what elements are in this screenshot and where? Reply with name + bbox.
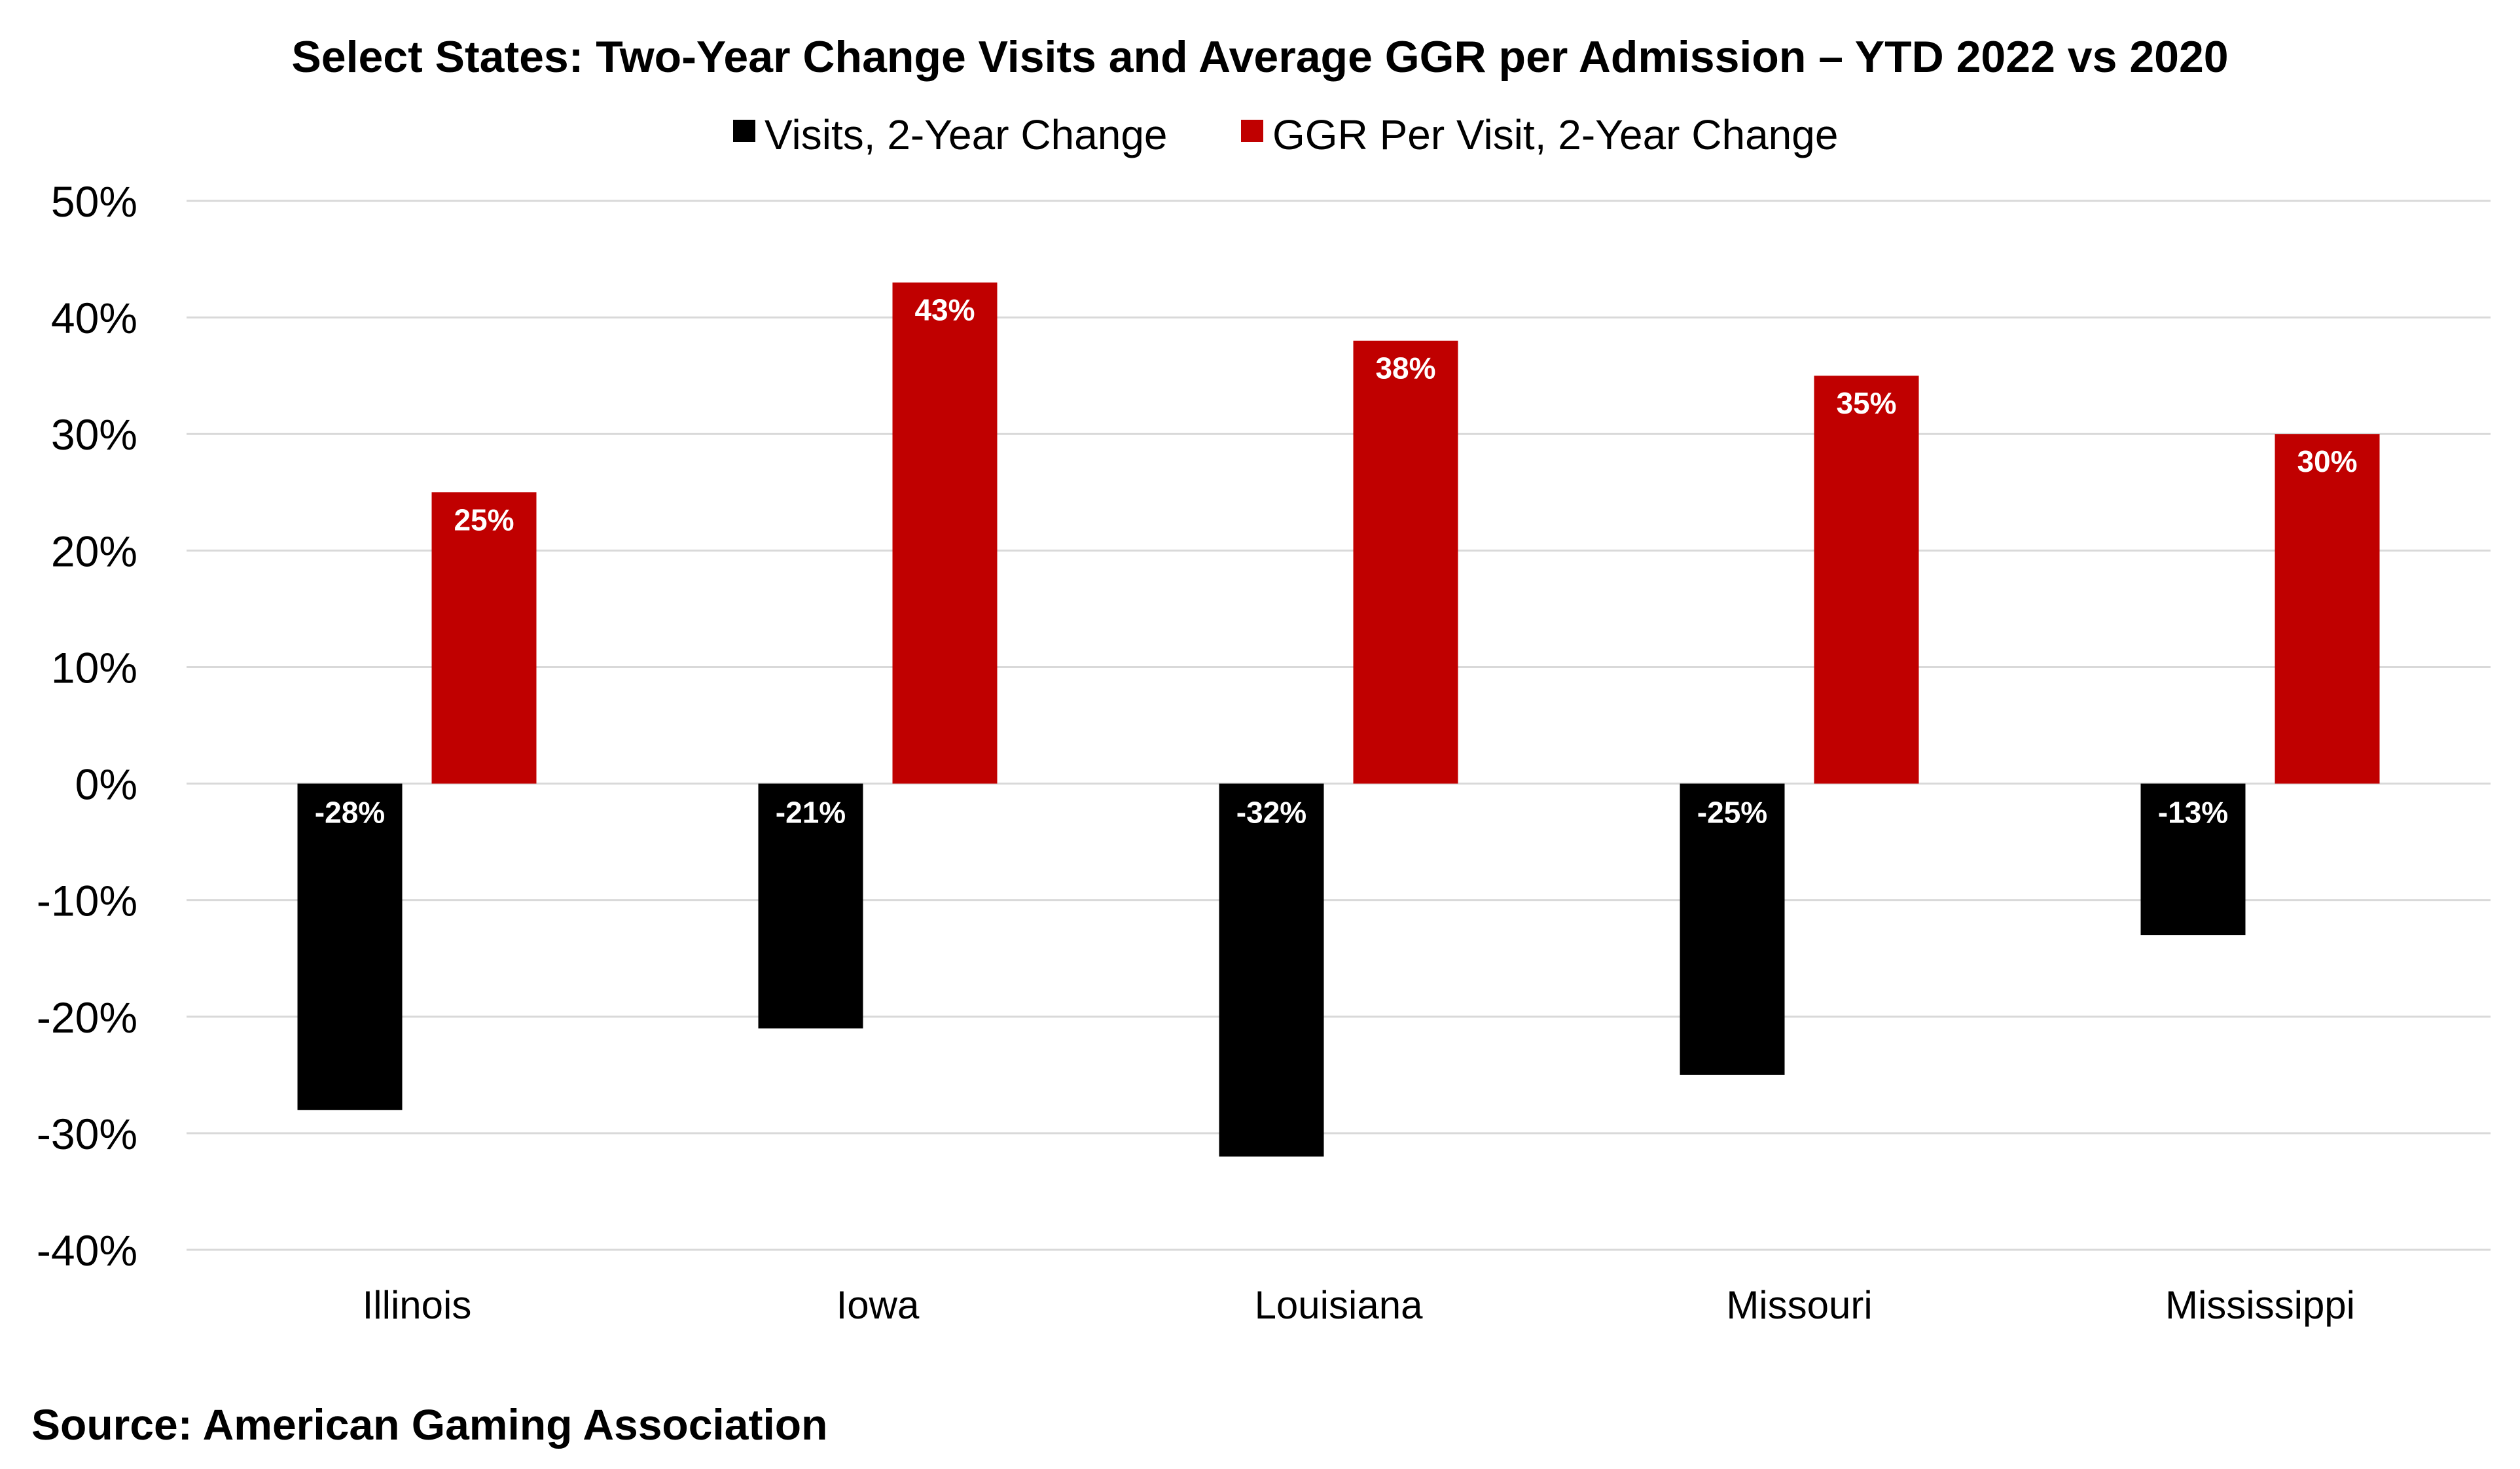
x-category-label: Louisiana — [1255, 1283, 1424, 1327]
gridlines — [187, 200, 2491, 1251]
legend-label-visits: Visits, 2-Year Change — [765, 111, 1168, 158]
y-tick-label: 30% — [51, 410, 137, 459]
bar-visits — [297, 783, 403, 1110]
y-tick-label: 40% — [51, 294, 137, 342]
bars — [297, 282, 2380, 1157]
data-label-visits: -28% — [315, 796, 385, 830]
bar-ggr — [892, 282, 998, 784]
data-label-ggr: 35% — [1836, 386, 1896, 420]
data-labels: -28% 25% -21% 43% -32% 38% -25% 35% -13% 30% — [315, 293, 2358, 830]
legend-label-ggr: GGR Per Visit, 2-Year Change — [1272, 111, 1838, 158]
y-tick-label: -30% — [37, 1110, 137, 1158]
y-axis-ticks: 50% 40% 30% 20% 10% 0% -10% -20% -30% -40% — [37, 177, 137, 1275]
source-note: Source: American Gaming Association — [31, 1400, 827, 1449]
x-axis-categories: Illinois Iowa Louisiana Missouri Mississippi — [363, 1283, 2355, 1327]
bar-ggr — [1814, 376, 1919, 784]
bar-visits — [1680, 783, 1785, 1075]
data-label-visits: -32% — [1236, 796, 1306, 830]
y-tick-label: 20% — [51, 527, 137, 575]
y-tick-label: -20% — [37, 993, 137, 1042]
bar-visits — [2140, 783, 2246, 936]
data-label-visits: -25% — [1697, 796, 1767, 830]
data-label-ggr: 38% — [1375, 351, 1435, 385]
y-tick-label: 0% — [75, 760, 137, 809]
y-tick-label: -40% — [37, 1226, 137, 1275]
legend-swatch-visits — [733, 120, 755, 142]
data-label-visits: -21% — [776, 796, 846, 830]
x-category-label: Mississippi — [2165, 1283, 2355, 1327]
x-category-label: Missouri — [1726, 1283, 1872, 1327]
chart-title: Select States: Two-Year Change Visits an… — [291, 32, 2228, 82]
data-label-ggr: 43% — [914, 293, 975, 327]
legend-swatch-ggr — [1241, 120, 1263, 142]
bar-visits — [1219, 783, 1324, 1157]
x-category-label: Illinois — [363, 1283, 472, 1327]
bar-ggr — [2275, 434, 2380, 784]
data-label-visits: -13% — [2158, 796, 2228, 830]
legend: Visits, 2-Year Change GGR Per Visit, 2-Y… — [733, 111, 1838, 158]
bar-ggr — [1353, 340, 1458, 784]
data-label-ggr: 30% — [2297, 444, 2357, 478]
y-tick-label: 50% — [51, 177, 137, 226]
data-label-ggr: 25% — [454, 503, 514, 537]
x-category-label: Iowa — [837, 1283, 920, 1327]
y-tick-label: 10% — [51, 643, 137, 692]
y-tick-label: -10% — [37, 877, 137, 925]
bar-ggr — [431, 492, 537, 784]
bar-visits — [758, 783, 863, 1029]
